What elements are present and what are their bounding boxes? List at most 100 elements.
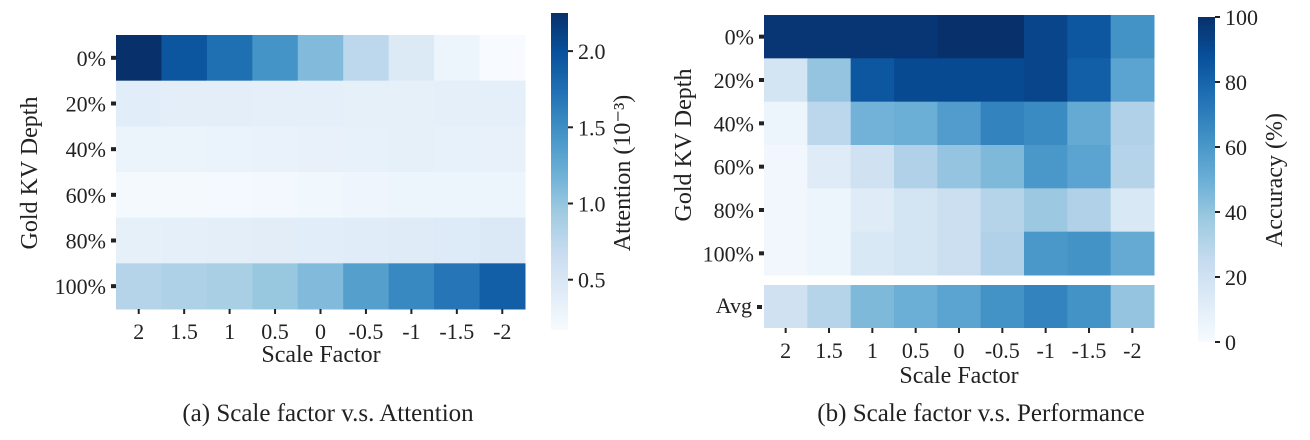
x-tick-mark bbox=[958, 328, 960, 333]
heatmap-cell bbox=[116, 126, 162, 173]
x-tick-label: 2 bbox=[133, 319, 144, 344]
x-tick-label: -0.5 bbox=[349, 319, 384, 344]
heatmap-cell bbox=[807, 188, 852, 233]
performance-y-axis-label: Gold KV Depth bbox=[671, 69, 697, 222]
heatmap-cell bbox=[894, 145, 938, 189]
performance-avg-label: Avg bbox=[716, 293, 752, 318]
heatmap-cell bbox=[1110, 15, 1155, 59]
heatmap-cell bbox=[343, 35, 390, 82]
heatmap-cell bbox=[937, 15, 982, 59]
heatmap-cell bbox=[937, 145, 982, 189]
heatmap-cell bbox=[1067, 188, 1112, 233]
attention-colorbar-ticks: 0.5 1.0 1.5 2.0 bbox=[568, 39, 606, 293]
heatmap-cell bbox=[1024, 15, 1068, 59]
x-tick-label: -1 bbox=[402, 319, 420, 344]
heatmap-cell bbox=[434, 263, 481, 310]
y-tick-label: 80% bbox=[714, 198, 754, 223]
heatmap-cell bbox=[764, 188, 808, 233]
y-tick-label: 60% bbox=[714, 155, 754, 180]
colorbar-tick-label: 80 bbox=[1225, 70, 1247, 95]
heatmap-cell bbox=[297, 172, 344, 219]
heatmap-cell bbox=[297, 126, 344, 173]
heatmap-cell bbox=[388, 35, 435, 82]
y-tick-mark bbox=[111, 55, 116, 60]
heatmap-cell bbox=[252, 217, 299, 264]
x-tick-mark bbox=[871, 328, 874, 333]
x-tick-mark bbox=[914, 328, 917, 333]
attention-x-axis-label: Scale Factor bbox=[261, 342, 380, 368]
heatmap-cell bbox=[1067, 101, 1112, 146]
x-tick-label: 2 bbox=[780, 338, 791, 363]
heatmap-cell bbox=[1024, 231, 1068, 276]
heatmap-cell bbox=[388, 172, 435, 219]
performance-avg-row bbox=[764, 285, 1155, 328]
y-tick-mark bbox=[759, 208, 764, 212]
heatmap-cell bbox=[980, 188, 1025, 233]
avg-cell bbox=[1067, 285, 1112, 328]
heatmap-cell bbox=[297, 263, 344, 310]
heatmap-cell bbox=[1024, 58, 1068, 103]
performance-colorbar-label: Accuracy (%) bbox=[1262, 113, 1288, 247]
heatmap-cell bbox=[1067, 231, 1112, 276]
y-tick-label: 100% bbox=[703, 241, 754, 266]
heatmap-cell bbox=[937, 188, 982, 233]
heatmap-cell bbox=[894, 58, 938, 103]
x-tick-mark bbox=[228, 309, 231, 314]
performance-heatmap-cells bbox=[764, 15, 1155, 276]
colorbar-tick-mark bbox=[1215, 81, 1220, 83]
heatmap-cell bbox=[1110, 58, 1155, 103]
attention-heatmap-panel: 0% 20% 40% 60% 80% 100% 2 1.5 1 0.5 0 -0.5 -1 -1.5 -2… bbox=[17, 13, 636, 427]
heatmap-cell bbox=[206, 217, 253, 264]
x-tick-label: -1.5 bbox=[439, 319, 474, 344]
x-tick-label: -2 bbox=[1123, 338, 1141, 363]
heatmap-cell bbox=[764, 101, 808, 146]
colorbar-tick-mark bbox=[568, 126, 573, 129]
heatmap-cell bbox=[980, 101, 1025, 146]
x-tick-label: -2 bbox=[493, 319, 511, 344]
performance-y-tick-labels: 0% 20% 40% 60% 80% 100% bbox=[703, 25, 764, 266]
x-tick-label: 0.5 bbox=[261, 319, 289, 344]
heatmap-cell bbox=[206, 80, 253, 127]
heatmap-cell bbox=[1110, 231, 1155, 276]
y-tick-mark bbox=[111, 101, 116, 106]
y-tick-mark bbox=[111, 238, 116, 243]
heatmap-cell bbox=[937, 58, 982, 103]
heatmap-cell bbox=[479, 35, 526, 82]
heatmap-cell bbox=[764, 231, 808, 276]
avg-cell bbox=[937, 285, 982, 328]
heatmap-cell bbox=[807, 58, 852, 103]
x-tick-mark bbox=[828, 328, 830, 333]
x-tick-label: 0.5 bbox=[902, 338, 930, 363]
colorbar-tick-label: 100 bbox=[1225, 5, 1258, 30]
avg-cell bbox=[850, 285, 895, 328]
x-tick-mark bbox=[1001, 328, 1004, 333]
attention-x-tick-labels: 2 1.5 1 0.5 0 -0.5 -1 -1.5 -2 bbox=[133, 309, 511, 344]
heatmap-cell bbox=[894, 231, 938, 276]
heatmap-cell bbox=[388, 217, 435, 264]
heatmap-cell bbox=[1067, 15, 1112, 59]
heatmap-cell bbox=[1024, 188, 1068, 233]
heatmap-cell bbox=[980, 15, 1025, 59]
attention-panel-caption: (a) Scale factor v.s. Attention bbox=[182, 400, 474, 427]
heatmap-cell bbox=[980, 231, 1025, 276]
avg-cell bbox=[894, 285, 938, 328]
y-tick-label: 60% bbox=[66, 183, 106, 208]
heatmap-cell bbox=[1024, 101, 1068, 146]
heatmap-cell bbox=[937, 101, 982, 146]
x-tick-mark bbox=[319, 309, 322, 314]
y-tick-mark bbox=[759, 121, 764, 126]
y-tick-mark bbox=[111, 284, 116, 289]
heatmap-cell bbox=[807, 145, 852, 189]
heatmap-cell bbox=[1067, 58, 1112, 103]
colorbar-tick-label: 2.0 bbox=[578, 39, 606, 64]
x-tick-label: 0 bbox=[954, 338, 965, 363]
avg-cell bbox=[1110, 285, 1155, 328]
y-tick-label: 0% bbox=[77, 46, 106, 71]
heatmap-cell bbox=[161, 126, 208, 173]
colorbar-tick-mark bbox=[1215, 211, 1220, 213]
y-tick-label: 80% bbox=[66, 229, 106, 254]
heatmap-cell bbox=[161, 172, 208, 219]
heatmap-cell bbox=[807, 231, 852, 276]
heatmap-cell bbox=[116, 172, 162, 219]
